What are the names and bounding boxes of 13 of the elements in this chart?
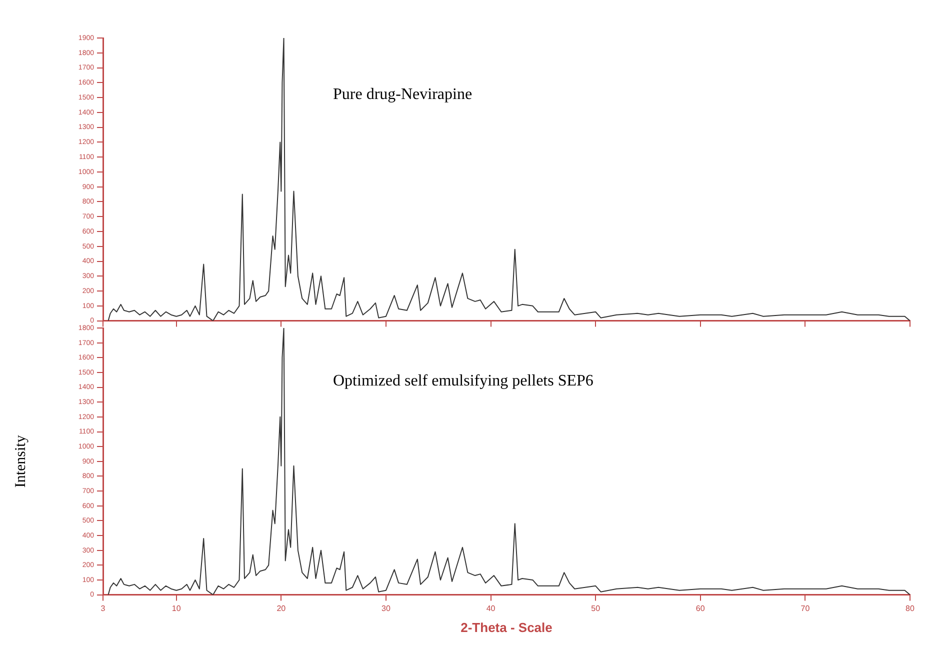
x-tick-label: 30 bbox=[382, 604, 391, 613]
x-axis-title: 2-Theta - Scale bbox=[460, 620, 552, 635]
x-tick-label: 80 bbox=[906, 604, 915, 613]
x-tick-label: 50 bbox=[591, 604, 601, 613]
x-tick-label: 60 bbox=[696, 604, 706, 613]
x-tick-label: 10 bbox=[172, 604, 182, 613]
x-tick-label: 3 bbox=[100, 604, 106, 613]
x-tick-label: 40 bbox=[486, 604, 496, 613]
annotation: Optimized self emulsifying pellets SEP6 bbox=[332, 372, 594, 390]
annotation: Pure drug-Nevirapine bbox=[332, 86, 472, 103]
y-axis-title: Intensity bbox=[12, 434, 29, 488]
x-tick-label: 20 bbox=[276, 604, 286, 613]
x-tick-label: 70 bbox=[800, 604, 810, 613]
